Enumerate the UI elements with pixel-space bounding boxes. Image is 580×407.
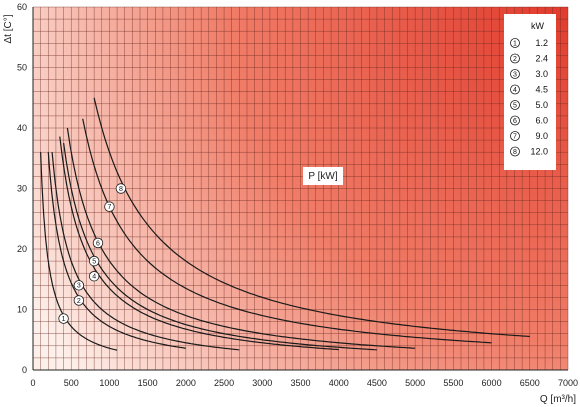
- x-tick-label: 5500: [443, 378, 463, 388]
- legend-marker-5: [510, 100, 520, 110]
- axes: [32, 7, 568, 371]
- curve-marker-label-3: 3: [77, 283, 81, 290]
- curve-marker-5: [88, 255, 100, 267]
- x-tick-label: 1000: [99, 378, 119, 388]
- curve-1: [40, 152, 118, 351]
- y-axis-label: Δt [C°]: [3, 14, 14, 43]
- center-label: P [kW]: [303, 167, 343, 185]
- y-tick-label: 20: [17, 244, 27, 254]
- curve-7: [82, 118, 492, 344]
- legend-value-3: 3.0: [535, 69, 548, 79]
- legend-value-6: 6.0: [535, 116, 548, 126]
- y-tick-label: 40: [17, 123, 27, 133]
- curve-2: [47, 152, 186, 349]
- legend-marker-8: [510, 146, 520, 157]
- curve-marker-label-1: 1: [62, 316, 66, 323]
- x-tick-label: 2500: [214, 378, 234, 388]
- legend: kW 1 1.2 2 2.4 3 3.0 4 4.5 5 5.0 6 6.0 7 9.0 8 12.0: [504, 14, 556, 170]
- legend-marker-4: [510, 84, 520, 95]
- curve-4: [59, 136, 339, 351]
- legend-marker-label-4: 4: [513, 87, 517, 94]
- legend-value-7: 9.0: [535, 131, 548, 141]
- x-tick-label: 0: [30, 378, 35, 388]
- x-tick-label: 3000: [252, 378, 272, 388]
- legend-value-5: 5.0: [535, 100, 548, 110]
- x-tick-label: 6000: [482, 378, 502, 388]
- curve-marker-label-6: 6: [96, 240, 100, 247]
- x-tick-label: 1500: [138, 378, 158, 388]
- curve-8: [93, 97, 530, 338]
- legend-marker-label-3: 3: [513, 71, 517, 78]
- legend-marker-6: [510, 115, 520, 126]
- legend-value-2: 2.4: [535, 54, 548, 64]
- center-label-text: P [kW]: [308, 171, 337, 182]
- curve-marker-label-4: 4: [92, 274, 96, 281]
- legend-marker-3: [510, 69, 520, 79]
- curve-marker-label-7: 7: [107, 204, 111, 211]
- x-tick-label: 500: [64, 378, 79, 388]
- curve-5: [63, 143, 377, 351]
- legend-header: kW: [531, 21, 545, 31]
- legend-marker-label-1: 1: [513, 40, 517, 47]
- x-axis-label: Q [m³/h]: [540, 394, 576, 405]
- x-tick-label: 6500: [520, 378, 540, 388]
- center-label-background: [303, 167, 343, 185]
- x-tick-label: 2000: [176, 378, 196, 388]
- y-tick-label: 0: [22, 365, 27, 375]
- tick-labels: 0 500 1000 1500 2000 2500 3000 3500 4000 4500 5000…: [17, 2, 578, 388]
- x-tick-label: 3500: [290, 378, 310, 388]
- legend-value-1: 1.2: [535, 38, 548, 48]
- curves: 1 2 3 4 5 6 7 8: [40, 97, 530, 351]
- curve-marker-3: [73, 280, 85, 291]
- curve-marker-7: [104, 201, 115, 212]
- legend-marker-1: [510, 38, 520, 48]
- curve-marker-label-2: 2: [77, 298, 81, 305]
- x-tick-label: 7000: [558, 378, 578, 388]
- y-tick-label: 50: [17, 63, 27, 73]
- y-tick-label: 10: [17, 305, 27, 315]
- curve-marker-label-8: 8: [119, 186, 123, 193]
- legend-value-4: 4.5: [535, 85, 548, 95]
- curve-marker-8: [115, 183, 127, 194]
- legend-marker-label-6: 6: [513, 118, 517, 125]
- x-tick-label: 4000: [329, 378, 349, 388]
- legend-marker-label-7: 7: [513, 133, 517, 140]
- curve-marker-label-5: 5: [92, 259, 96, 266]
- legend-marker-label-5: 5: [513, 102, 517, 109]
- legend-marker-2: [510, 53, 520, 64]
- curve-marker-1: [58, 313, 69, 324]
- y-tick-label: 30: [17, 184, 27, 194]
- curve-marker-6: [92, 237, 104, 249]
- legend-marker-7: [510, 131, 520, 141]
- curve-6: [66, 127, 416, 349]
- x-tick-label: 4500: [367, 378, 387, 388]
- y-tick-label: 60: [17, 2, 27, 12]
- legend-marker-label-2: 2: [513, 56, 517, 63]
- legend-marker-label-8: 8: [513, 149, 517, 156]
- curve-marker-2: [73, 295, 85, 306]
- x-tick-label: 5000: [405, 378, 425, 388]
- legend-value-8: 12.0: [530, 147, 548, 157]
- curve-marker-4: [88, 271, 100, 282]
